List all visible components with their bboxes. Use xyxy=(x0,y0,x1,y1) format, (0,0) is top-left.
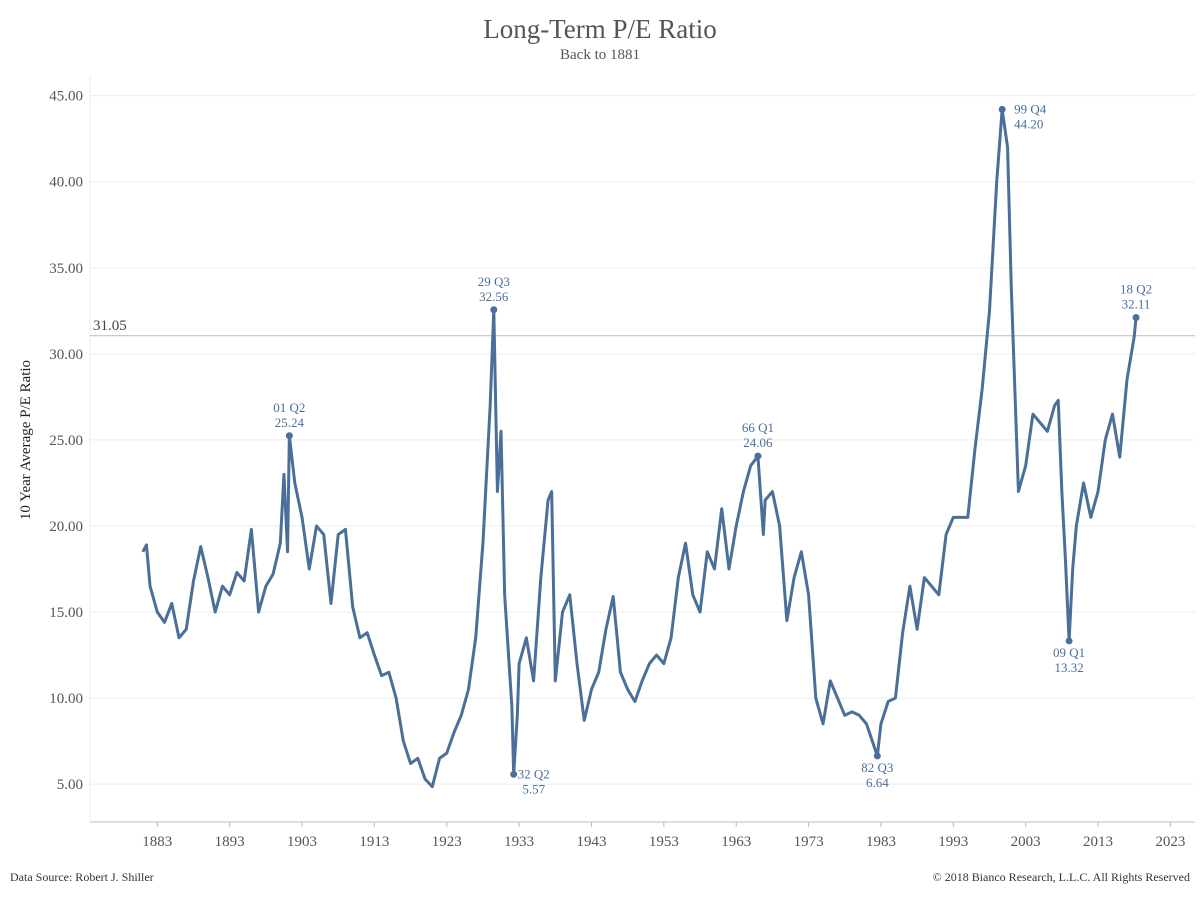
y-tick-label: 15.00 xyxy=(49,605,83,621)
x-tick-label: 1943 xyxy=(576,834,606,850)
annotation-value: 5.57 xyxy=(522,781,545,796)
x-tick-label: 2003 xyxy=(1011,834,1041,850)
annotation-label: 29 Q3 xyxy=(478,274,510,289)
x-tick-label: 2013 xyxy=(1083,834,1113,850)
annotation-point xyxy=(998,105,1006,113)
annotation-point xyxy=(490,306,498,314)
y-tick-label: 40.00 xyxy=(49,175,83,191)
x-tick-label: 1983 xyxy=(866,834,896,850)
annotation-point xyxy=(1065,637,1073,645)
annotation-point xyxy=(1132,314,1140,322)
annotation-point xyxy=(285,432,293,440)
annotation-value: 32.56 xyxy=(479,289,509,304)
y-tick-label: 20.00 xyxy=(49,519,83,535)
annotation-value: 24.06 xyxy=(743,435,773,450)
annotation-point xyxy=(510,770,518,778)
y-tick-label: 35.00 xyxy=(49,261,83,277)
annotation-label: 66 Q1 xyxy=(742,420,774,435)
reference-label: 31.05 xyxy=(93,318,127,334)
chart-title: Long-Term P/E Ratio xyxy=(483,14,717,44)
annotation-label: 32 Q2 xyxy=(518,766,550,781)
y-tick-label: 25.00 xyxy=(49,433,83,449)
line-series xyxy=(141,107,1139,789)
x-tick-label: 1993 xyxy=(938,834,968,850)
y-tick-label: 30.00 xyxy=(49,347,83,363)
x-tick-label: 1913 xyxy=(359,834,389,850)
x-tick-label: 1883 xyxy=(142,834,172,850)
annotation-label: 01 Q2 xyxy=(273,400,305,415)
annotation-value: 6.64 xyxy=(866,775,889,790)
x-tick-label: 1933 xyxy=(504,834,534,850)
x-tick-label: 1953 xyxy=(649,834,679,850)
annotation-label: 18 Q2 xyxy=(1120,282,1152,297)
annotation-label: 99 Q4 xyxy=(1014,101,1047,116)
annotation-label: 09 Q1 xyxy=(1053,645,1085,660)
x-tick-label: 1973 xyxy=(794,834,824,850)
annotation-value: 13.32 xyxy=(1054,660,1083,675)
y-tick-label: 10.00 xyxy=(49,691,83,707)
annotation-label: 82 Q3 xyxy=(861,760,893,775)
annotation-value: 44.20 xyxy=(1014,116,1043,131)
x-tick-label: 1893 xyxy=(215,834,245,850)
annotation-point xyxy=(754,452,762,460)
x-tick-label: 1903 xyxy=(287,834,317,850)
copyright-note: © 2018 Bianco Research, L.L.C. All Right… xyxy=(933,870,1190,884)
y-axis-label: 10 Year Average P/E Ratio xyxy=(18,360,34,520)
annotation-point xyxy=(873,752,881,760)
x-tick-label: 1963 xyxy=(721,834,751,850)
source-note: Data Source: Robert J. Shiller xyxy=(10,870,154,884)
y-tick-label: 45.00 xyxy=(49,89,83,105)
chart-subtitle: Back to 1881 xyxy=(560,47,640,63)
annotation-value: 32.11 xyxy=(1122,297,1151,312)
x-tick-label: 1923 xyxy=(432,834,462,850)
x-tick-label: 2023 xyxy=(1155,834,1185,850)
annotation-value: 25.24 xyxy=(275,415,305,430)
y-tick-label: 5.00 xyxy=(57,777,83,793)
